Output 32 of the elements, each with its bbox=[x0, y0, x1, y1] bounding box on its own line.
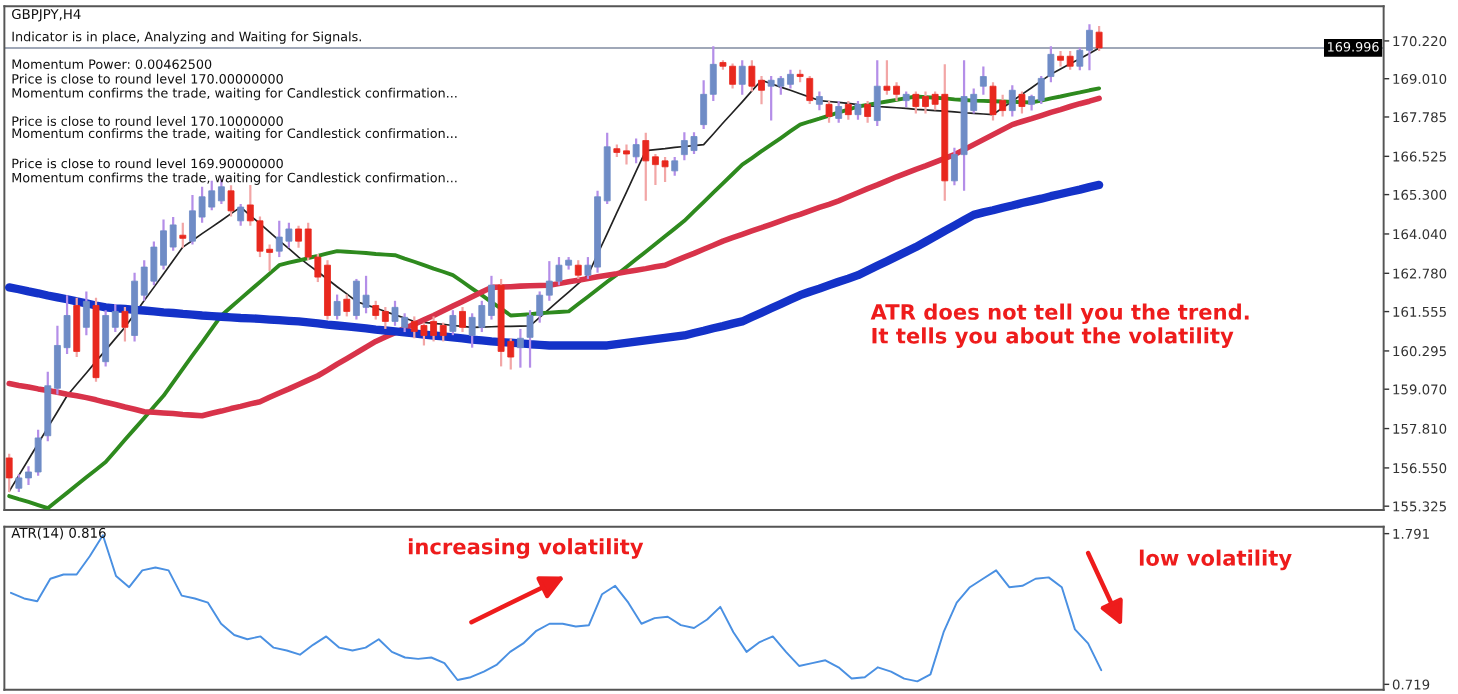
annotation: ATR does not tell you the trend. It tells you about the volatility bbox=[870, 303, 1249, 348]
candlestick bbox=[844, 99, 852, 121]
candlestick bbox=[73, 296, 81, 359]
candlestick bbox=[1095, 24, 1103, 53]
candlestick bbox=[825, 99, 833, 124]
candlestick bbox=[806, 74, 814, 106]
candlestick bbox=[738, 59, 746, 96]
candlestick bbox=[1008, 84, 1016, 118]
candlestick bbox=[237, 202, 245, 227]
candlestick bbox=[873, 59, 881, 127]
candlestick bbox=[854, 99, 862, 121]
candlestick bbox=[1018, 90, 1026, 115]
candlestick bbox=[227, 184, 235, 218]
annotation: low volatility bbox=[1139, 549, 1292, 571]
candlestick bbox=[82, 290, 90, 337]
candlestick bbox=[333, 293, 341, 321]
candlestick bbox=[179, 221, 187, 249]
candlestick bbox=[632, 137, 640, 165]
candlestick bbox=[815, 90, 823, 112]
candlestick bbox=[516, 327, 524, 369]
candlestick bbox=[121, 305, 129, 343]
annotation: increasing volatility bbox=[408, 538, 644, 559]
candlestick bbox=[574, 259, 582, 281]
candlestick bbox=[1047, 45, 1055, 84]
candlestick bbox=[343, 293, 351, 318]
candlestick bbox=[449, 309, 457, 337]
candlestick bbox=[671, 156, 679, 177]
candlestick bbox=[864, 99, 872, 124]
candlestick bbox=[459, 305, 466, 334]
candlestick bbox=[835, 99, 843, 124]
candlestick bbox=[5, 452, 13, 494]
candlestick bbox=[979, 65, 987, 96]
